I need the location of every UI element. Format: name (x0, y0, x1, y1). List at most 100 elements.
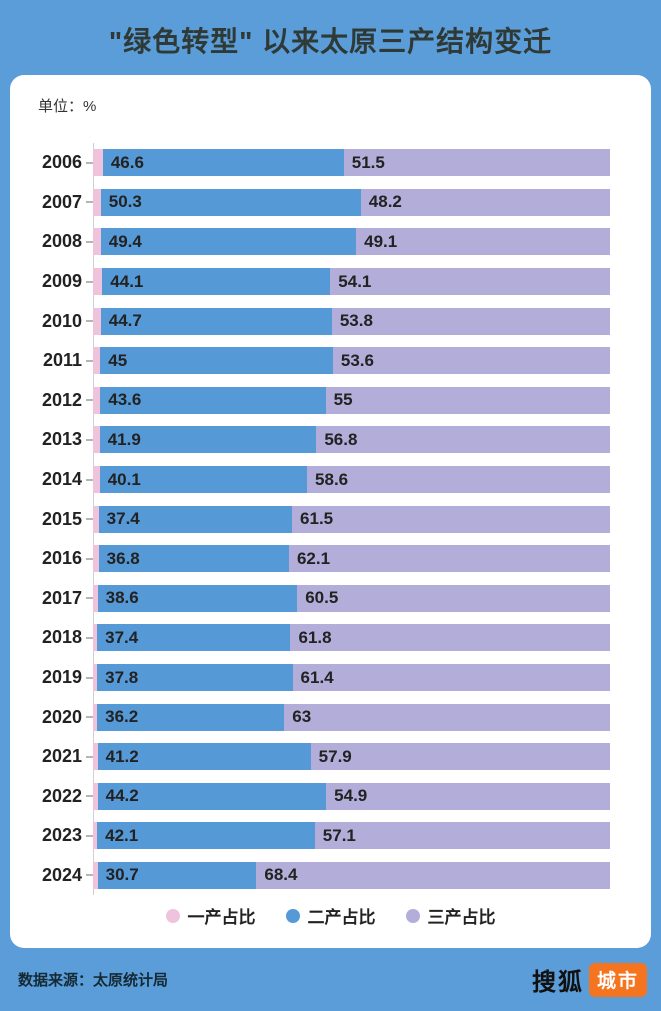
bar-segment-tertiary (290, 624, 610, 652)
bar-segment-primary (93, 822, 98, 850)
bar-track: 36.2 63 (93, 703, 610, 731)
year-label: 2007 (41, 191, 82, 212)
year-label: 2022 (41, 785, 82, 806)
chart-rows: 2006 46.6 51.5 2007 50.3 48.2 2008 49.4 49.1 2009… (10, 143, 651, 895)
bar-value-label-secondary: 37.8 (105, 667, 139, 687)
bar-value-label-secondary: 44.2 (105, 786, 139, 806)
tick-mark (86, 874, 93, 877)
bar-value-label-secondary: 36.2 (105, 707, 139, 727)
bar-track: 44.7 53.8 (93, 307, 610, 335)
bar-segment-tertiary (332, 347, 610, 375)
bar-segment-tertiary (292, 664, 610, 692)
chart-row: 2012 43.6 55 (10, 381, 651, 421)
bar-segment-primary (93, 188, 101, 216)
bar-segment-tertiary (288, 545, 610, 573)
chart-row: 2015 37.4 61.5 (10, 499, 651, 539)
bar-segment-tertiary (314, 822, 610, 850)
year-label: 2015 (41, 508, 82, 529)
chart-row: 2010 44.7 53.8 (10, 301, 651, 341)
bar-segment-secondary (100, 228, 357, 256)
bar-segment-secondary (100, 386, 326, 414)
tick-mark (86, 716, 93, 719)
year-label: 2011 (42, 350, 82, 371)
bar-value-label-tertiary: 57.9 (318, 746, 352, 766)
bar-segment-primary (93, 584, 98, 612)
bar-segment-tertiary (316, 426, 610, 454)
bar-value-label-secondary: 44.7 (108, 311, 142, 331)
legend-dot-icon (285, 908, 300, 923)
bar-track: 41.2 57.9 (93, 743, 610, 771)
tick-mark (86, 518, 93, 521)
bar-segment-primary (93, 426, 100, 454)
year-label: 2010 (41, 310, 82, 331)
bar-value-label-tertiary: 58.6 (315, 469, 349, 489)
bar-value-label-tertiary: 57.1 (322, 825, 356, 845)
legend-label: 一产占比 (187, 908, 256, 927)
tick-mark (86, 201, 93, 204)
chart-row: 2014 40.1 58.6 (10, 460, 651, 500)
bar-segment-tertiary (284, 703, 610, 731)
tick-mark (86, 240, 93, 243)
bar-track: 37.8 61.4 (93, 664, 610, 692)
bar-track: 42.1 57.1 (93, 822, 610, 850)
legend: 一产占比 二产占比 三产占比 (10, 903, 651, 928)
tick-mark (86, 676, 93, 679)
bar-track: 41.9 56.8 (93, 426, 610, 454)
bar-value-label-tertiary: 53.6 (340, 350, 374, 370)
year-label: 2016 (41, 548, 82, 569)
bar-segment-secondary (97, 782, 327, 810)
bar-track: 36.8 62.1 (93, 545, 610, 573)
bar-segment-primary (93, 268, 103, 296)
bar-segment-tertiary (292, 505, 610, 533)
year-label: 2020 (41, 706, 82, 727)
bar-segment-secondary (97, 861, 257, 889)
bar-value-label-tertiary: 61.5 (300, 509, 334, 529)
year-label: 2008 (41, 231, 82, 252)
bar-segment-secondary (100, 188, 361, 216)
bar-track: 46.6 51.5 (93, 149, 610, 177)
chart-row: 2022 44.2 54.9 (10, 777, 651, 817)
year-label: 2024 (41, 864, 82, 885)
bar-segment-primary (93, 466, 100, 494)
bar-value-label-tertiary: 53.8 (339, 311, 373, 331)
tick-mark (86, 478, 93, 481)
bar-segment-secondary (99, 466, 308, 494)
legend-item: 一产占比 (165, 903, 256, 928)
bar-value-label-secondary: 38.6 (105, 588, 139, 608)
brand-logo: 搜狐 城市 (532, 962, 647, 997)
bar-segment-primary (93, 782, 98, 810)
chart-row: 2008 49.4 49.1 (10, 222, 651, 262)
tick-mark (86, 320, 93, 323)
bar-value-label-secondary: 36.8 (106, 548, 140, 568)
bar-value-label-tertiary: 61.4 (300, 667, 334, 687)
bar-segment-tertiary (310, 743, 610, 771)
bar-value-label-secondary: 41.2 (105, 746, 139, 766)
bar-segment-secondary (97, 743, 311, 771)
tick-mark (86, 597, 93, 600)
bar-segment-secondary (98, 505, 293, 533)
bar-segment-primary (93, 743, 98, 771)
bar-segment-tertiary (343, 149, 610, 177)
chart-row: 2011 45 53.6 (10, 341, 651, 381)
year-label: 2012 (41, 389, 82, 410)
tick-mark (86, 755, 93, 758)
year-label: 2017 (41, 587, 82, 608)
bar-value-label-secondary: 42.1 (105, 825, 139, 845)
bar-value-label-secondary: 46.6 (110, 152, 144, 172)
bar-segment-primary (93, 228, 101, 256)
chart-row: 2007 50.3 48.2 (10, 183, 651, 223)
bar-segment-primary (93, 149, 103, 177)
bar-value-label-tertiary: 63 (292, 707, 312, 727)
bar-segment-secondary (97, 822, 315, 850)
bar-segment-secondary (97, 664, 293, 692)
bar-segment-primary (93, 307, 101, 335)
bar-value-label-secondary: 49.4 (108, 231, 142, 251)
bar-segment-primary (93, 664, 98, 692)
bar-segment-primary (93, 703, 98, 731)
bar-track: 37.4 61.5 (93, 505, 610, 533)
year-label: 2014 (41, 469, 82, 490)
bar-segment-tertiary (256, 861, 610, 889)
bar-segment-secondary (97, 624, 291, 652)
chart-row: 2019 37.8 61.4 (10, 658, 651, 698)
legend-item: 二产占比 (285, 903, 376, 928)
